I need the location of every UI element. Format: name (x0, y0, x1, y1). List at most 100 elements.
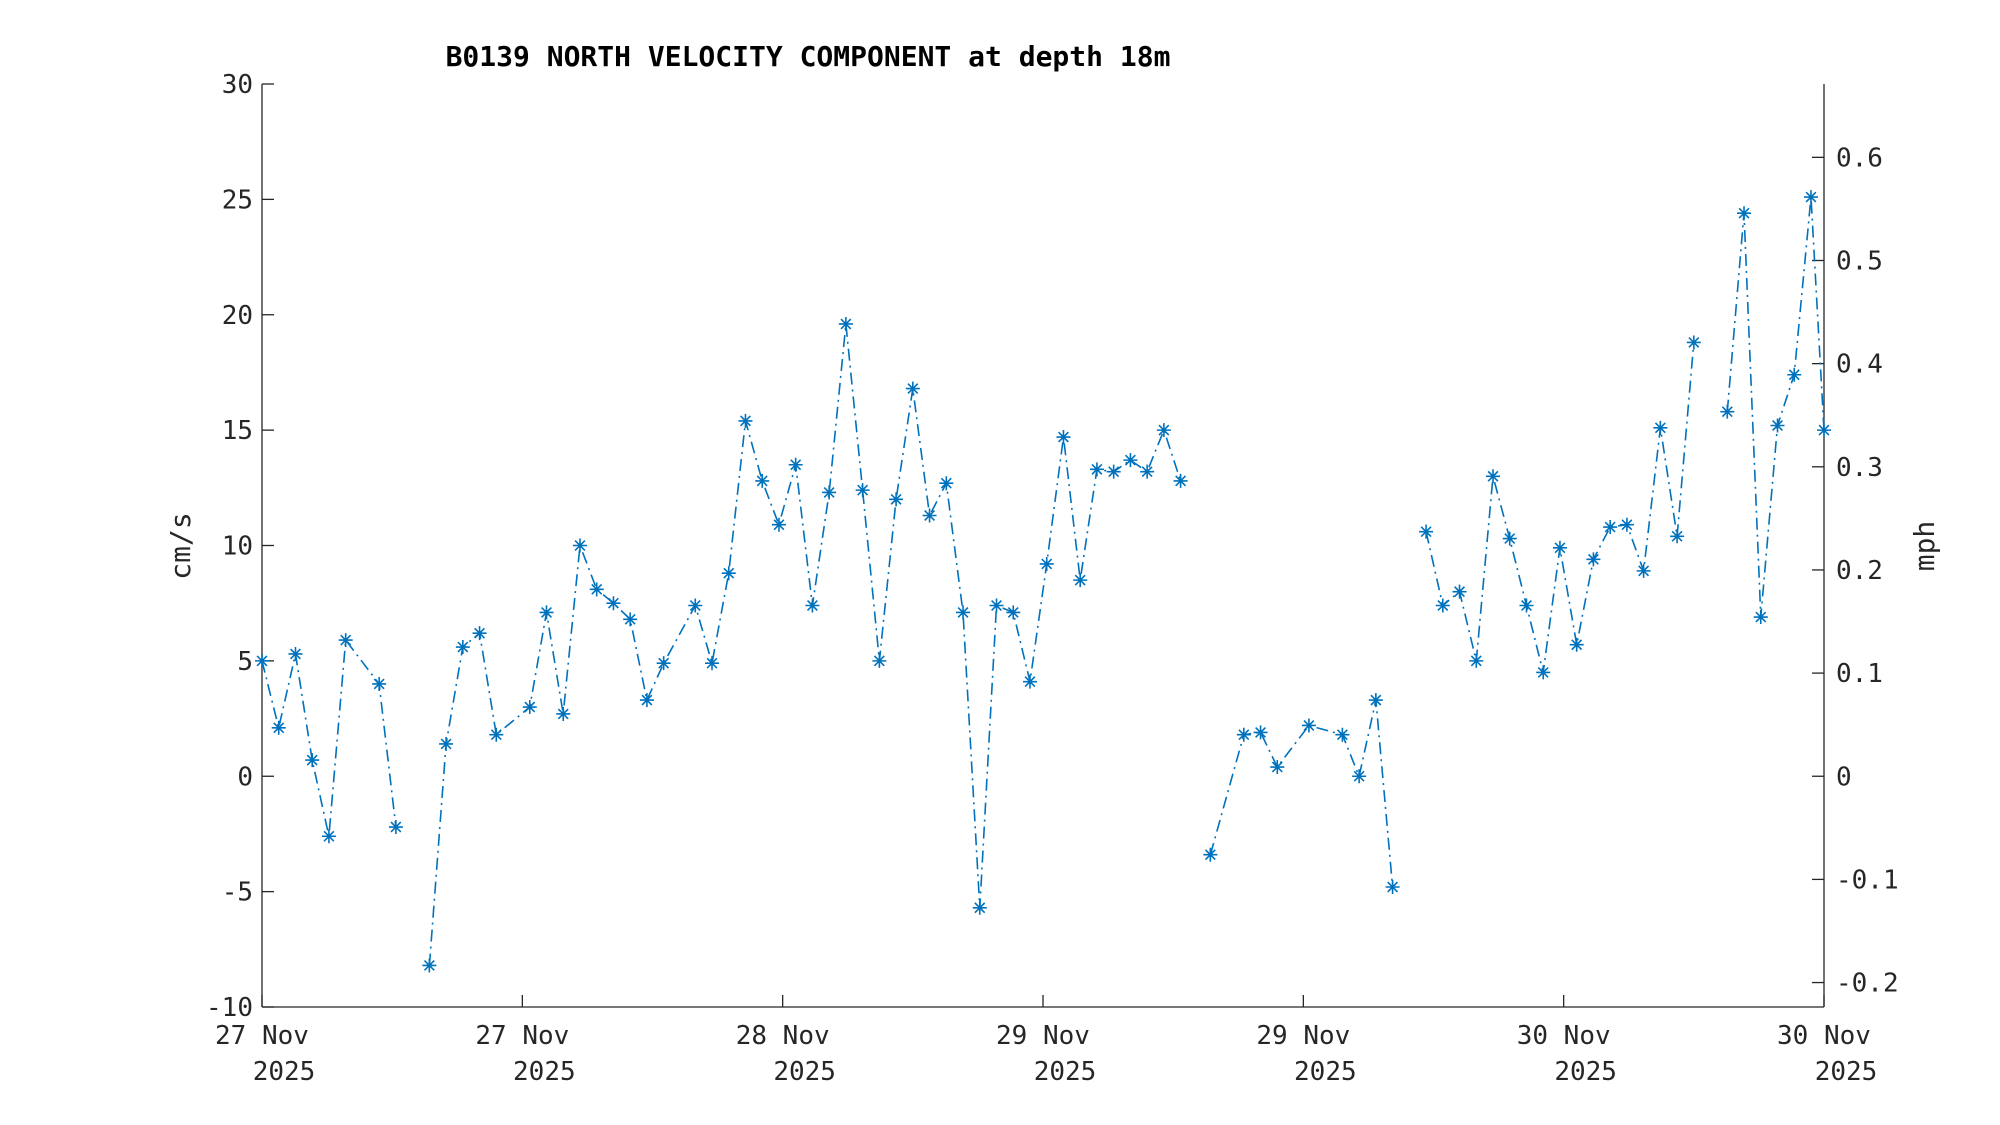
y2-axis-label: mph (1908, 521, 1941, 572)
y2-tick-label: -0.1 (1836, 865, 1899, 895)
data-point-marker (1203, 847, 1218, 862)
data-point-marker (1073, 573, 1088, 588)
data-point-marker (771, 517, 786, 532)
data-point-marker (1502, 531, 1517, 546)
data-point-marker (1737, 206, 1752, 221)
data-point-marker (855, 483, 870, 498)
data-point-marker (705, 656, 720, 671)
x-tick-label-date: 29 Nov (1256, 1021, 1350, 1051)
data-point-marker (788, 457, 803, 472)
y2-tick-label: 0.4 (1836, 350, 1883, 380)
data-point-marker (455, 640, 470, 655)
data-point-marker (1056, 430, 1071, 445)
x-tick-label-year: 2025 (1034, 1057, 1097, 1087)
x-tick-label-date: 29 Nov (996, 1021, 1090, 1051)
data-point-marker (1636, 563, 1651, 578)
y-tick-label: 30 (222, 70, 253, 100)
data-point-marker (656, 656, 671, 671)
y-tick-label: -5 (222, 878, 253, 908)
data-point-marker (1519, 598, 1534, 613)
data-point-marker (1670, 529, 1685, 544)
data-point-marker (472, 626, 487, 641)
data-point-marker (255, 653, 269, 668)
x-tick-label-date: 28 Nov (736, 1021, 830, 1051)
data-point-marker (1123, 453, 1138, 468)
y2-tick-label: 0.5 (1836, 246, 1883, 276)
data-point-marker (1089, 462, 1104, 477)
data-point-marker (1173, 473, 1188, 488)
data-point-marker (271, 720, 286, 735)
data-point-marker (1770, 418, 1785, 433)
data-point-marker (388, 820, 403, 835)
x-tick-label-year: 2025 (1554, 1057, 1617, 1087)
data-point-marker (1686, 335, 1701, 350)
data-point-marker (939, 476, 954, 491)
data-point-marker (439, 736, 454, 751)
series-line-segment (1209, 699, 1394, 888)
x-tick-label-date: 30 Nov (1517, 1021, 1611, 1051)
data-point-marker (1301, 718, 1316, 733)
data-point-marker (738, 413, 753, 428)
y-tick-label: 15 (222, 416, 253, 446)
y-axis-label: cm/s (164, 512, 197, 579)
data-point-marker (1335, 727, 1350, 742)
data-point-marker (905, 381, 920, 396)
data-point-marker (1603, 520, 1618, 535)
y-tick-label: 10 (222, 532, 253, 562)
y-tick-label: 5 (237, 647, 253, 677)
x-ticks: 27 Nov 2025 27 Nov 2025 28 Nov 2025 29 Nov 2025… (215, 995, 1877, 1087)
data-point-marker (1368, 693, 1383, 708)
data-point-marker (872, 653, 887, 668)
series-line-segment (1726, 197, 1825, 618)
data-point-marker (572, 538, 587, 553)
data-point-marker (1787, 367, 1802, 382)
x-tick-label-year: 2025 (1294, 1057, 1357, 1087)
y2-tick-label: -0.2 (1836, 969, 1899, 999)
data-point-marker (822, 485, 837, 500)
data-point-marker (1253, 725, 1268, 740)
data-point-marker (1469, 653, 1484, 668)
data-point-marker (422, 958, 437, 973)
data-point-marker (1435, 598, 1450, 613)
data-point-marker (1419, 524, 1434, 539)
data-point-marker (539, 605, 554, 620)
y2-tick-label: 0.6 (1836, 143, 1883, 173)
data-point-marker (1156, 423, 1171, 438)
data-point-marker (489, 727, 504, 742)
y-tick-label: 0 (237, 762, 253, 792)
y2-tick-label: 0.2 (1836, 556, 1883, 586)
x-tick-label-date: 30 Nov (1777, 1021, 1871, 1051)
series-north-velocity (255, 190, 1831, 973)
data-point-marker (623, 612, 638, 627)
data-point-marker (1619, 517, 1634, 532)
left-y-ticks: -10 -5 0 5 10 15 20 25 30 (206, 70, 274, 1023)
y2-tick-label: 0.1 (1836, 659, 1883, 689)
data-point-marker (338, 633, 353, 648)
data-point-marker (1720, 404, 1735, 419)
y-tick-label: 20 (222, 301, 253, 331)
x-tick-label-date: 27 Nov (475, 1021, 569, 1051)
data-point-marker (805, 598, 820, 613)
data-point-marker (1006, 605, 1021, 620)
data-point-marker (372, 676, 387, 691)
x-tick-label-year: 2025 (253, 1057, 316, 1087)
series-line-segment (428, 323, 1182, 966)
data-point-marker (721, 566, 736, 581)
data-point-marker (989, 598, 1004, 613)
x-tick-label-year: 2025 (513, 1057, 576, 1087)
data-point-marker (606, 596, 621, 611)
data-point-marker (1653, 420, 1668, 435)
y2-tick-label: 0 (1836, 762, 1852, 792)
x-tick-label-date: 27 Nov (215, 1021, 309, 1051)
data-point-marker (639, 693, 654, 708)
data-point-marker (288, 646, 303, 661)
data-point-marker (522, 700, 537, 715)
x-tick-label-year: 2025 (773, 1057, 836, 1087)
right-y-ticks: -0.2 -0.1 0 0.1 0.2 0.3 0.4 0.5 0.6 (1812, 143, 1899, 999)
data-point-marker (838, 316, 853, 331)
data-point-marker (305, 753, 320, 768)
data-point-marker (1569, 637, 1584, 652)
data-point-marker (1106, 464, 1121, 479)
data-point-marker (556, 706, 571, 721)
